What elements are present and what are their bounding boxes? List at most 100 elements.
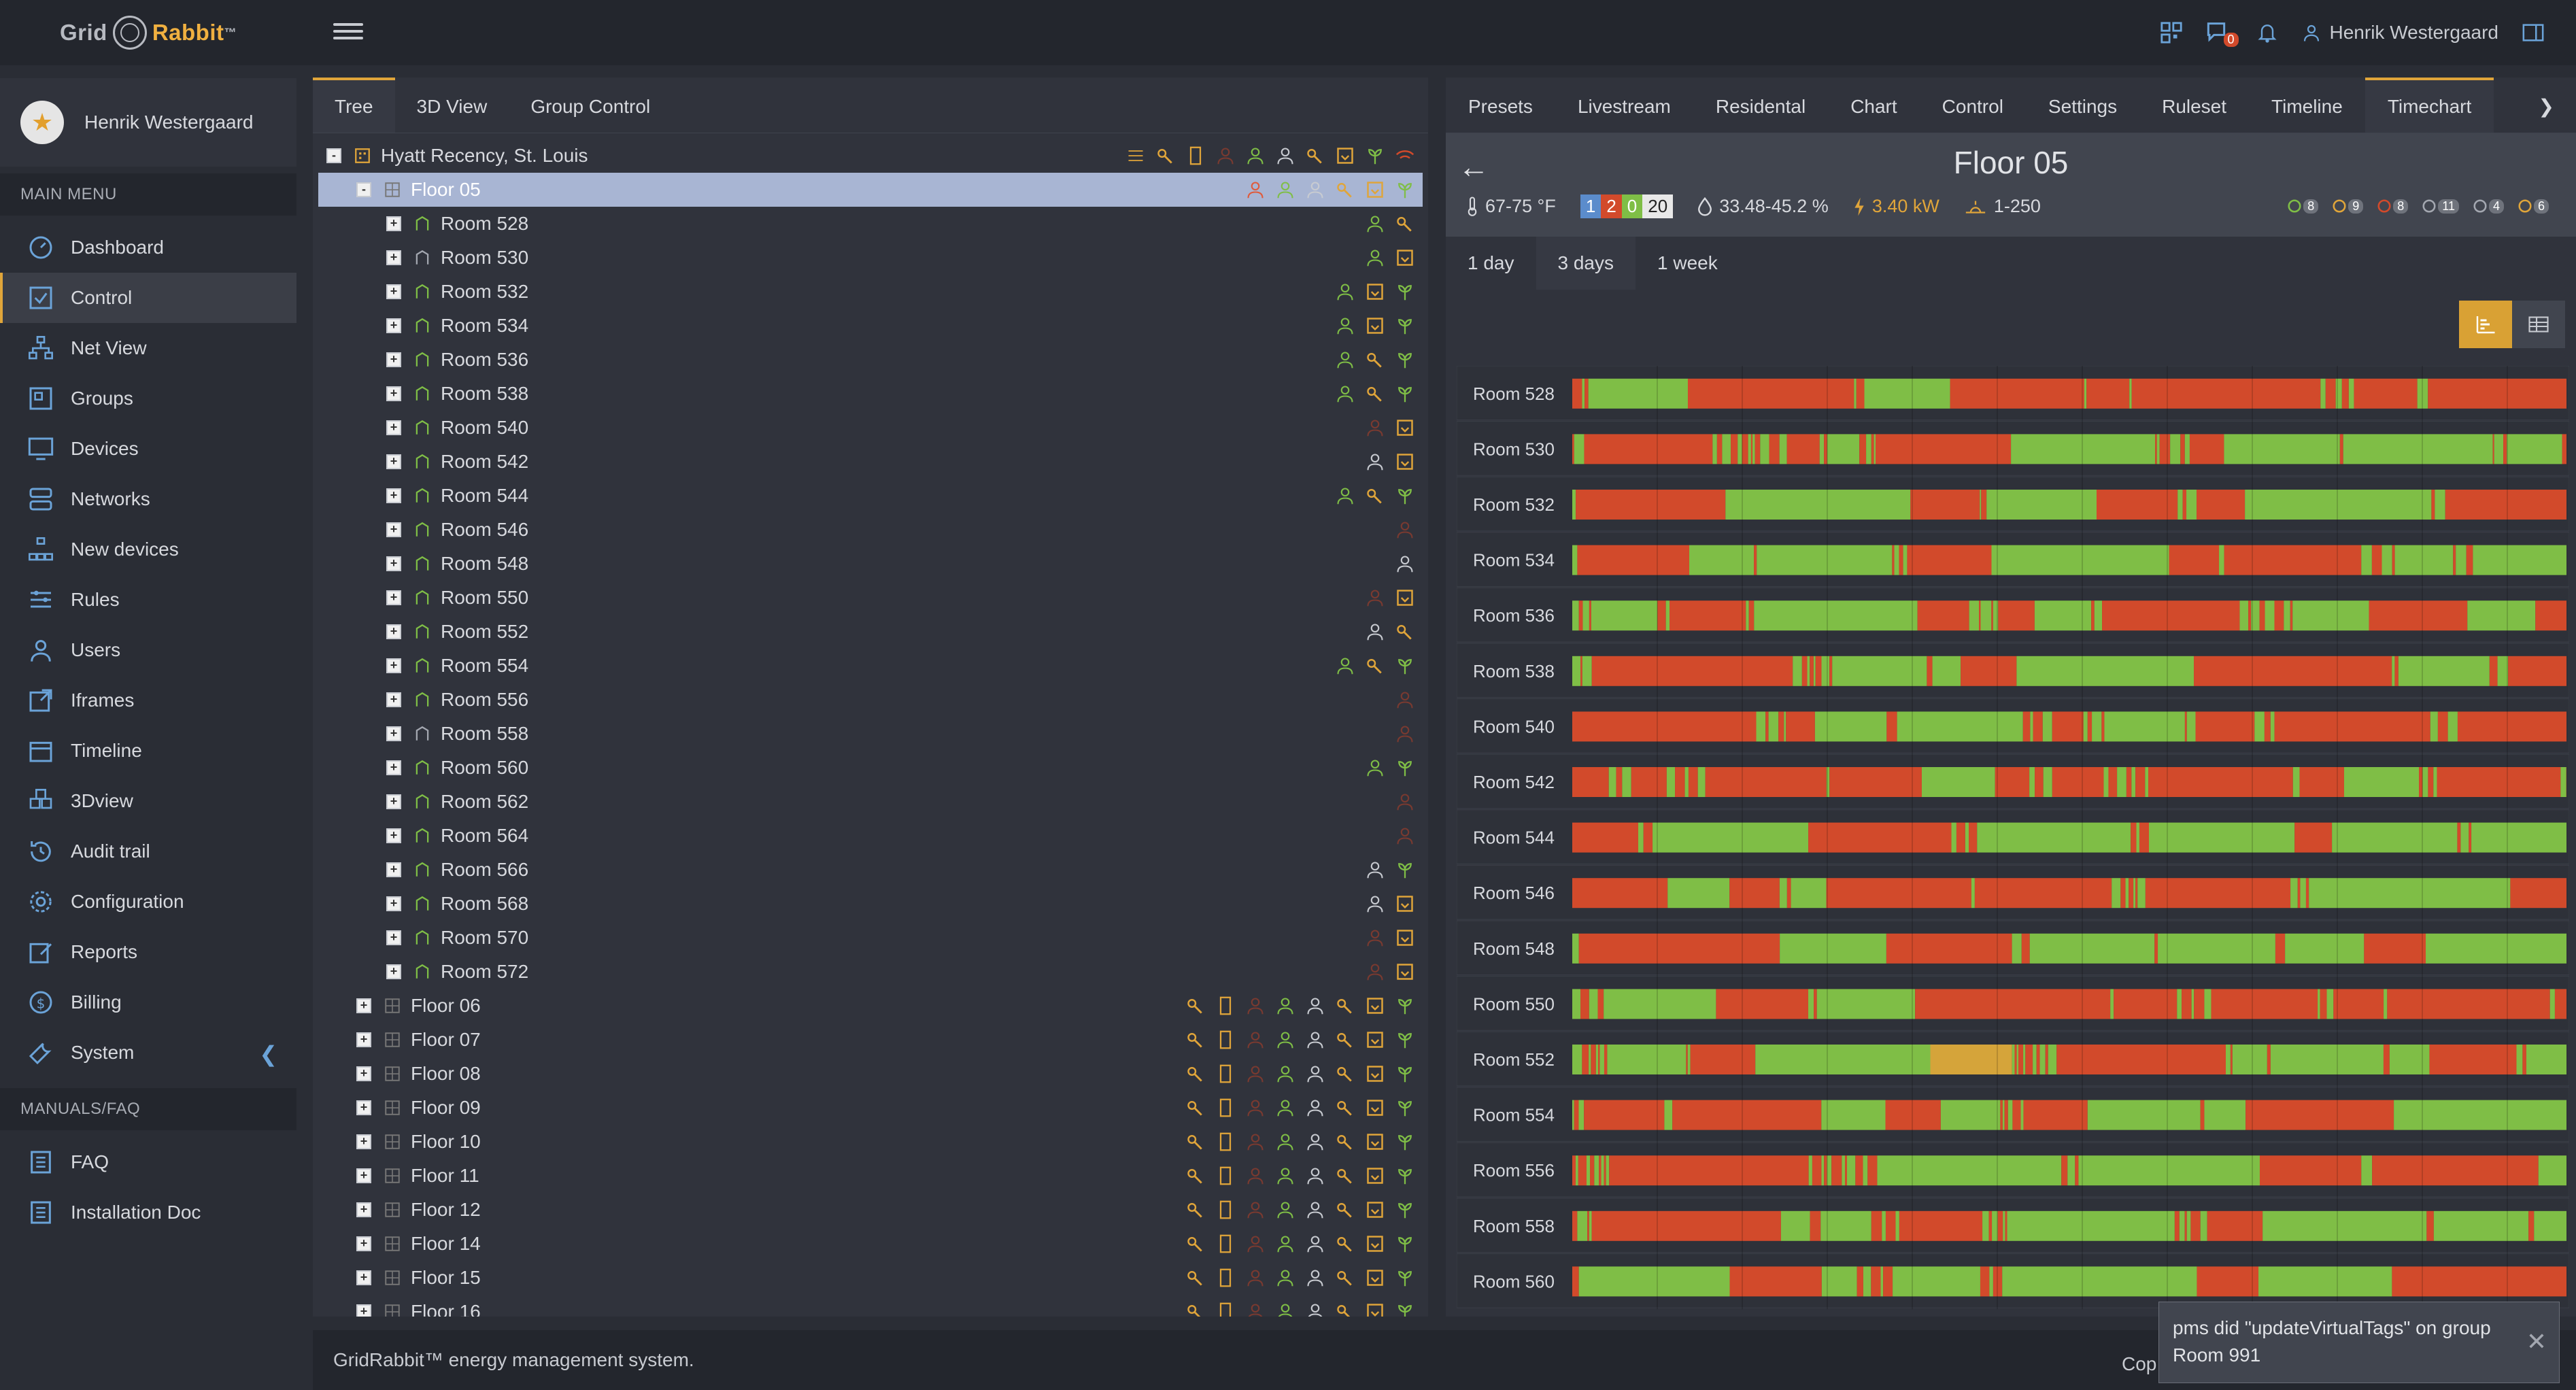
time-tab-1-day[interactable]: 1 day: [1468, 252, 1514, 273]
notification-toast[interactable]: pms did "updateVirtualTags" on group Roo…: [2158, 1302, 2560, 1383]
tree-room[interactable]: + Room 572: [318, 955, 1423, 989]
tree-room[interactable]: + Room 570: [318, 921, 1423, 955]
tree-room[interactable]: + Room 534: [318, 309, 1423, 343]
chart-view-icon[interactable]: [2459, 301, 2512, 348]
tab-ruleset[interactable]: Ruleset: [2162, 95, 2227, 117]
expand-icon[interactable]: +: [356, 1168, 371, 1183]
sidebar-item-new-devices[interactable]: New devices: [0, 524, 296, 575]
tree-room[interactable]: + Room 564: [318, 819, 1423, 853]
tab-residental[interactable]: Residental: [1715, 95, 1806, 117]
tab-tree[interactable]: Tree: [313, 78, 395, 133]
tab-settings[interactable]: Settings: [2048, 95, 2118, 117]
sidebar-item-timeline[interactable]: Timeline: [0, 726, 296, 776]
tree-floor[interactable]: + Floor 16: [318, 1295, 1423, 1317]
sidebar-item-control[interactable]: Control: [0, 273, 296, 323]
expand-icon[interactable]: +: [386, 760, 401, 775]
tree-room[interactable]: + Room 550: [318, 581, 1423, 615]
expand-icon[interactable]: +: [356, 1202, 371, 1217]
chat-icon[interactable]: 0: [2206, 21, 2239, 47]
tree-room[interactable]: + Room 532: [318, 275, 1423, 309]
sidebar-item-users[interactable]: Users: [0, 625, 296, 675]
sidebar-toggle-icon[interactable]: [2522, 22, 2545, 43]
tree-room[interactable]: + Room 558: [318, 717, 1423, 751]
expand-icon[interactable]: +: [386, 828, 401, 843]
expand-icon[interactable]: +: [356, 1236, 371, 1251]
tree-room[interactable]: + Room 562: [318, 785, 1423, 819]
tree-floor[interactable]: + Floor 06: [318, 989, 1423, 1023]
tree-floor[interactable]: + Floor 14: [318, 1227, 1423, 1261]
app-logo[interactable]: Grid Rabbit ™: [0, 0, 296, 65]
tree-floor[interactable]: + Floor 11: [318, 1159, 1423, 1193]
tab-presets[interactable]: Presets: [1468, 95, 1533, 117]
tree-room[interactable]: + Room 544: [318, 479, 1423, 513]
tree-room[interactable]: + Room 552: [318, 615, 1423, 649]
tree-room[interactable]: + Room 536: [318, 343, 1423, 377]
sidebar-item-installation-doc[interactable]: Installation Doc: [0, 1187, 296, 1238]
bell-icon[interactable]: [2256, 21, 2278, 44]
expand-icon[interactable]: +: [386, 556, 401, 571]
expand-icon[interactable]: +: [386, 624, 401, 639]
tree-floor[interactable]: + Floor 08: [318, 1057, 1423, 1091]
expand-icon[interactable]: +: [356, 1100, 371, 1115]
tree-floor[interactable]: + Floor 15: [318, 1261, 1423, 1295]
tree-room[interactable]: + Room 530: [318, 241, 1423, 275]
tree-room[interactable]: + Room 556: [318, 683, 1423, 717]
collapse-icon[interactable]: -: [356, 182, 371, 197]
expand-icon[interactable]: +: [356, 1066, 371, 1081]
sidebar-item-devices[interactable]: Devices: [0, 424, 296, 474]
tree-room[interactable]: + Room 560: [318, 751, 1423, 785]
sidebar-item-dashboard[interactable]: Dashboard: [0, 222, 296, 273]
sidebar-item-reports[interactable]: Reports: [0, 927, 296, 977]
expand-icon[interactable]: +: [386, 250, 401, 265]
tree-room[interactable]: + Room 546: [318, 513, 1423, 547]
expand-icon[interactable]: +: [386, 590, 401, 605]
sidebar-item-iframes[interactable]: Iframes: [0, 675, 296, 726]
tree-room[interactable]: + Room 548: [318, 547, 1423, 581]
expand-icon[interactable]: +: [386, 454, 401, 469]
expand-icon[interactable]: +: [386, 896, 401, 911]
expand-icon[interactable]: +: [386, 862, 401, 877]
expand-icon[interactable]: +: [356, 1270, 371, 1285]
tree-floor[interactable]: + Floor 07: [318, 1023, 1423, 1057]
user-menu[interactable]: Henrik Westergaard: [2301, 22, 2498, 44]
sidebar-profile[interactable]: ★ Henrik Westergaard: [0, 78, 296, 167]
tree-floor-selected[interactable]: - Floor 05: [318, 173, 1423, 207]
expand-icon[interactable]: +: [386, 352, 401, 367]
sidebar-item-system[interactable]: System ❮: [0, 1028, 296, 1078]
tab-chart[interactable]: Chart: [1850, 95, 1897, 117]
sidebar-item-billing[interactable]: $ Billing: [0, 977, 296, 1028]
sidebar-item-faq[interactable]: FAQ: [0, 1137, 296, 1187]
sidebar-item-rules[interactable]: Rules: [0, 575, 296, 625]
expand-icon[interactable]: +: [386, 692, 401, 707]
expand-icon[interactable]: +: [386, 964, 401, 979]
sidebar-item-3dview[interactable]: 3Dview: [0, 776, 296, 826]
chevron-right-icon[interactable]: ❯: [2538, 96, 2554, 117]
expand-icon[interactable]: +: [386, 726, 401, 741]
expand-icon[interactable]: +: [386, 930, 401, 945]
expand-icon[interactable]: +: [356, 998, 371, 1013]
table-view-icon[interactable]: [2512, 301, 2565, 348]
chevron-left-icon[interactable]: ❮: [259, 1042, 277, 1066]
expand-icon[interactable]: +: [386, 386, 401, 401]
tree-floor[interactable]: + Floor 12: [318, 1193, 1423, 1227]
tree-room[interactable]: + Room 542: [318, 445, 1423, 479]
tree-room[interactable]: + Room 528: [318, 207, 1423, 241]
tab-group-control[interactable]: Group Control: [530, 95, 651, 117]
time-tab-1-week[interactable]: 1 week: [1657, 252, 1718, 273]
tree-room[interactable]: + Room 540: [318, 411, 1423, 445]
tree-room[interactable]: + Room 554: [318, 649, 1423, 683]
sidebar-item-net-view[interactable]: Net View: [0, 323, 296, 373]
expand-icon[interactable]: +: [386, 658, 401, 673]
back-arrow-icon[interactable]: ←: [1458, 149, 1489, 184]
sidebar-item-groups[interactable]: Groups: [0, 373, 296, 424]
expand-icon[interactable]: +: [386, 488, 401, 503]
close-icon[interactable]: ✕: [2526, 1327, 2547, 1355]
sidebar-item-networks[interactable]: Networks: [0, 474, 296, 524]
sidebar-item-configuration[interactable]: Configuration: [0, 877, 296, 927]
tab-livestream[interactable]: Livestream: [1577, 95, 1671, 117]
tree-floor[interactable]: + Floor 09: [318, 1091, 1423, 1125]
expand-icon[interactable]: +: [356, 1304, 371, 1317]
tab-control[interactable]: Control: [1942, 95, 2003, 117]
expand-icon[interactable]: +: [356, 1032, 371, 1047]
expand-icon[interactable]: +: [386, 420, 401, 435]
